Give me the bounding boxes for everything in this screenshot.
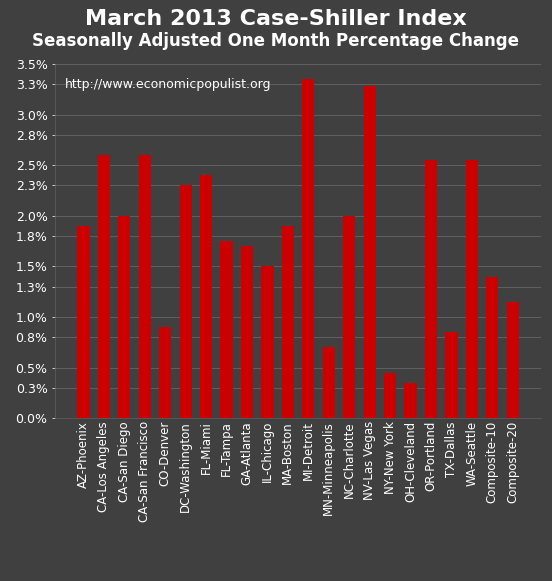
Bar xyxy=(405,383,417,418)
Bar xyxy=(445,332,458,418)
Bar xyxy=(384,373,396,418)
Bar xyxy=(220,241,232,418)
Bar xyxy=(98,155,110,418)
Bar xyxy=(425,160,437,418)
Text: March 2013 Case-Shiller Index: March 2013 Case-Shiller Index xyxy=(85,9,467,28)
Bar xyxy=(343,216,355,418)
Text: http://www.economicpopulist.org: http://www.economicpopulist.org xyxy=(65,78,272,91)
Bar xyxy=(261,267,274,418)
Bar xyxy=(159,327,171,418)
Bar xyxy=(118,216,130,418)
Bar xyxy=(179,185,192,418)
Bar xyxy=(466,160,478,418)
Text: Seasonally Adjusted One Month Percentage Change: Seasonally Adjusted One Month Percentage… xyxy=(33,32,519,50)
Bar xyxy=(507,302,519,418)
Bar xyxy=(77,226,89,418)
Bar xyxy=(139,155,151,418)
Bar xyxy=(200,175,212,418)
Bar xyxy=(282,226,294,418)
Bar xyxy=(322,347,335,418)
Bar xyxy=(486,277,498,418)
Bar xyxy=(364,86,376,418)
Bar xyxy=(302,79,315,418)
Bar xyxy=(241,246,253,418)
